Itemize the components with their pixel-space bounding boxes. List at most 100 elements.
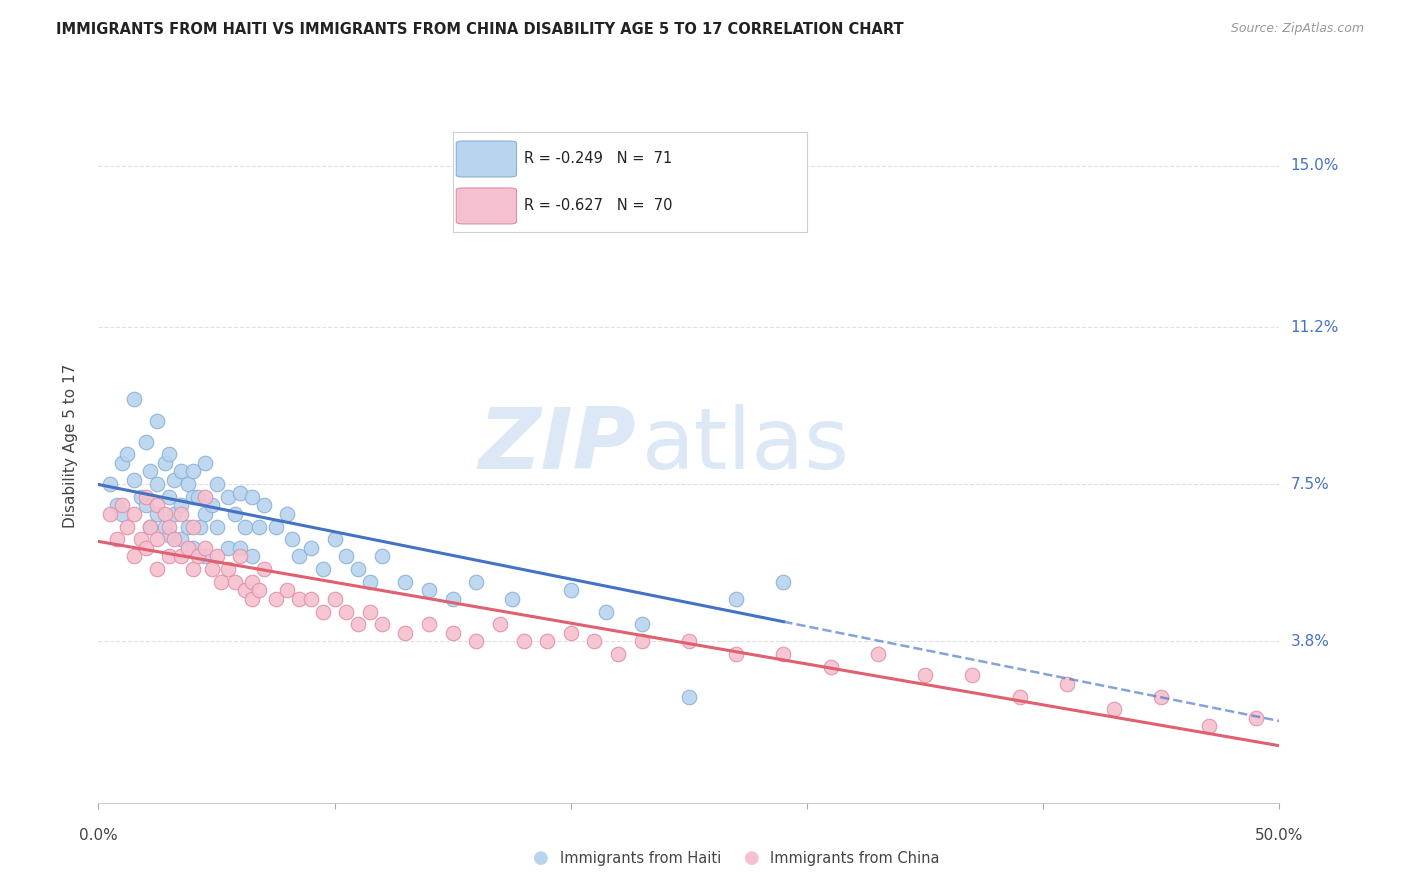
Point bbox=[335, 549, 357, 564]
Point bbox=[163, 507, 186, 521]
Point bbox=[115, 448, 138, 462]
Point bbox=[157, 519, 180, 533]
Text: atlas: atlas bbox=[641, 404, 849, 488]
Point bbox=[371, 617, 394, 632]
Point bbox=[170, 499, 193, 513]
Point bbox=[288, 591, 311, 606]
Point bbox=[725, 591, 748, 606]
Point bbox=[170, 465, 193, 479]
Point bbox=[146, 413, 169, 427]
Point bbox=[866, 647, 889, 661]
Point bbox=[194, 507, 217, 521]
Point bbox=[157, 490, 180, 504]
Point bbox=[276, 507, 298, 521]
Point bbox=[122, 473, 145, 487]
Point bbox=[312, 562, 335, 576]
Point bbox=[229, 549, 252, 564]
Point bbox=[347, 617, 370, 632]
Point bbox=[233, 519, 256, 533]
Point bbox=[187, 490, 209, 504]
Point bbox=[129, 533, 152, 547]
Point bbox=[229, 541, 252, 555]
Point bbox=[129, 490, 152, 504]
Point bbox=[914, 668, 936, 682]
Point bbox=[157, 448, 180, 462]
Point bbox=[465, 574, 488, 589]
Point bbox=[177, 541, 200, 555]
Point bbox=[772, 574, 794, 589]
Point bbox=[247, 519, 270, 533]
Text: R = -0.627   N =  70: R = -0.627 N = 70 bbox=[523, 198, 672, 213]
Point bbox=[224, 507, 246, 521]
Point bbox=[630, 634, 652, 648]
Point bbox=[1198, 719, 1220, 733]
Point bbox=[1008, 690, 1031, 704]
Point bbox=[288, 549, 311, 564]
Point bbox=[240, 574, 263, 589]
Point bbox=[264, 591, 287, 606]
Point bbox=[335, 605, 357, 619]
Point bbox=[194, 490, 217, 504]
Point bbox=[418, 583, 440, 598]
Point bbox=[1244, 711, 1267, 725]
Point bbox=[240, 490, 263, 504]
Text: IMMIGRANTS FROM HAITI VS IMMIGRANTS FROM CHINA DISABILITY AGE 5 TO 17 CORRELATIO: IMMIGRANTS FROM HAITI VS IMMIGRANTS FROM… bbox=[56, 22, 904, 37]
Point bbox=[595, 605, 617, 619]
Point bbox=[170, 533, 193, 547]
Point bbox=[299, 541, 322, 555]
Point bbox=[323, 591, 346, 606]
Point bbox=[217, 541, 239, 555]
Point bbox=[418, 617, 440, 632]
Point bbox=[201, 562, 224, 576]
Point bbox=[607, 647, 630, 661]
Point bbox=[139, 465, 162, 479]
Text: 15.0%: 15.0% bbox=[1291, 158, 1339, 173]
Point bbox=[359, 574, 381, 589]
Point bbox=[253, 562, 276, 576]
Point bbox=[323, 533, 346, 547]
Point bbox=[201, 499, 224, 513]
Point bbox=[217, 490, 239, 504]
Point bbox=[347, 562, 370, 576]
Point bbox=[536, 634, 558, 648]
Point bbox=[205, 519, 228, 533]
Point bbox=[1150, 690, 1173, 704]
Point bbox=[139, 519, 162, 533]
Point bbox=[560, 626, 582, 640]
Point bbox=[240, 591, 263, 606]
Point bbox=[820, 660, 842, 674]
Point bbox=[170, 549, 193, 564]
Point bbox=[181, 519, 204, 533]
Point bbox=[678, 690, 700, 704]
Point bbox=[536, 180, 558, 194]
Point bbox=[205, 549, 228, 564]
FancyBboxPatch shape bbox=[457, 188, 516, 224]
Point bbox=[962, 668, 984, 682]
Point bbox=[187, 549, 209, 564]
Point bbox=[441, 591, 464, 606]
Point bbox=[299, 591, 322, 606]
Point bbox=[146, 507, 169, 521]
Point bbox=[135, 541, 157, 555]
Point bbox=[139, 519, 162, 533]
Text: 50.0%: 50.0% bbox=[1256, 828, 1303, 843]
Point bbox=[501, 591, 523, 606]
Point bbox=[157, 528, 180, 542]
Point bbox=[146, 562, 169, 576]
Point bbox=[157, 549, 180, 564]
Point bbox=[441, 626, 464, 640]
Text: 7.5%: 7.5% bbox=[1291, 476, 1329, 491]
Point bbox=[512, 634, 534, 648]
Point bbox=[394, 574, 416, 589]
Point bbox=[194, 549, 217, 564]
Point bbox=[224, 574, 246, 589]
Point bbox=[146, 499, 169, 513]
Point bbox=[188, 519, 211, 533]
Point bbox=[135, 434, 157, 449]
Point bbox=[115, 519, 138, 533]
Point bbox=[465, 634, 488, 648]
Point bbox=[111, 507, 134, 521]
Point bbox=[240, 549, 263, 564]
Point bbox=[725, 647, 748, 661]
Point bbox=[181, 465, 204, 479]
